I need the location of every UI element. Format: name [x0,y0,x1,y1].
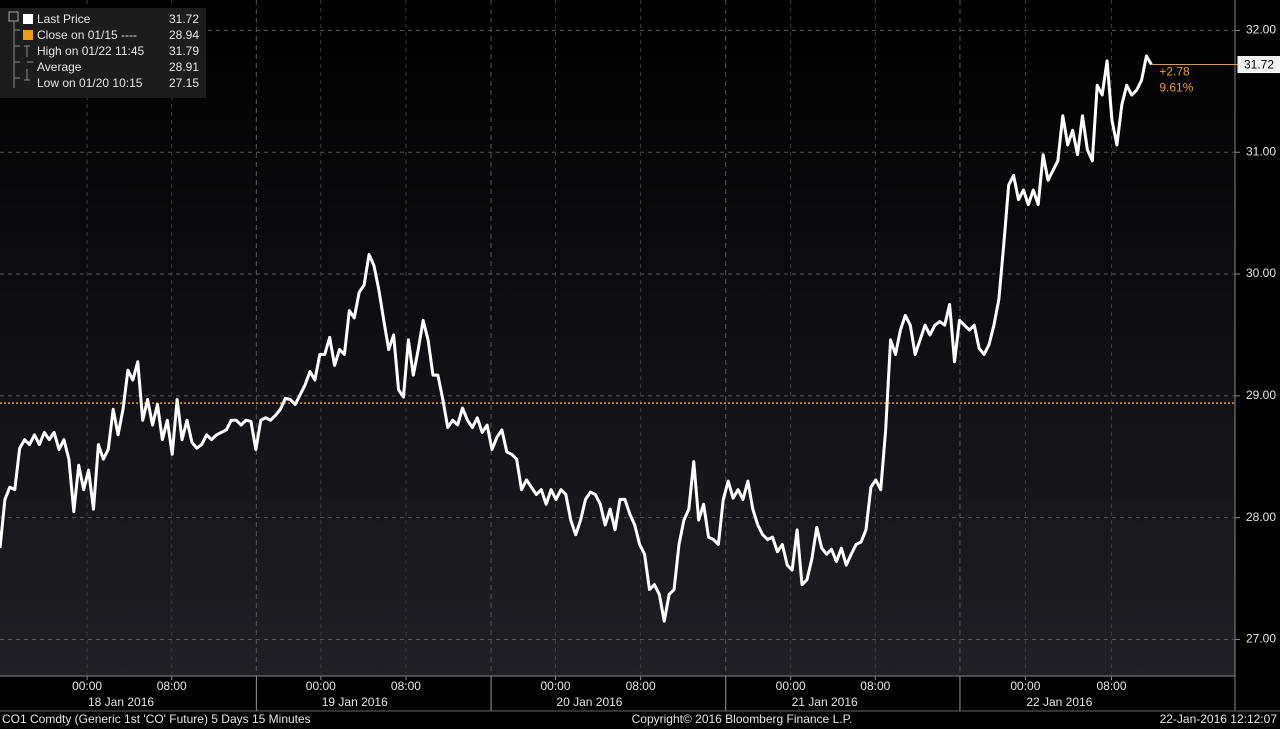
legend-value: 28.91 [169,60,199,74]
legend-label: Last Price [37,12,91,26]
change-label: +2.78 [1159,65,1190,79]
legend-swatch [23,14,33,24]
legend-value: 31.79 [169,44,199,58]
x-date-label: 18 Jan 2016 [88,695,154,709]
change-percent-label: 9.61% [1159,81,1193,95]
x-date-label: 20 Jan 2016 [556,695,622,709]
y-tick-label: 31.00 [1246,144,1276,158]
x-date-label: 19 Jan 2016 [322,695,388,709]
legend-swatch [23,30,33,40]
legend-label: Low on 01/20 10:15 [37,76,143,90]
legend-box [0,8,206,98]
legend-value: 31.72 [169,12,199,26]
y-tick-label: 29.00 [1246,388,1276,402]
x-tick-label: 08:00 [626,679,656,693]
legend-label: Close on 01/15 ---- [37,28,137,42]
y-tick-label: 27.00 [1246,632,1276,646]
x-tick-label: 08:00 [157,679,187,693]
footer-center: Copyright© 2016 Bloomberg Finance L.P. [632,712,853,726]
legend-label: Average [37,60,82,74]
footer-left: CO1 Comdty (Generic 1st 'CO' Future) 5 D… [2,712,311,726]
y-tick-label: 28.00 [1246,510,1276,524]
x-date-label: 21 Jan 2016 [792,695,858,709]
x-tick-label: 00:00 [72,679,102,693]
x-tick-label: 00:00 [776,679,806,693]
x-tick-label: 08:00 [860,679,890,693]
legend-value: 27.15 [169,76,199,90]
legend-collapse-icon [8,11,19,22]
legend: Last Price 31.72 Close on 01/15 ---- 28.… [0,8,206,98]
x-tick-label: 00:00 [1010,679,1040,693]
x-tick-label: 00:00 [306,679,336,693]
plot-background [0,0,1235,676]
price-line [0,54,1153,623]
x-axis-background [0,676,1280,711]
last-price-box [1237,56,1280,74]
legend-value: 28.94 [169,28,199,42]
x-tick-label: 00:00 [540,679,570,693]
x-date-label: 22 Jan 2016 [1026,695,1092,709]
legend-glyphs [13,22,33,88]
last-price-label: 31.72 [1244,58,1274,72]
legend-label: High on 01/22 11:45 [37,44,145,58]
x-tick-label: 08:00 [391,679,421,693]
y-tick-label: 30.00 [1246,266,1276,280]
footer-right: 22-Jan-2016 12:12:07 [1160,712,1278,726]
y-tick-label: 32.00 [1246,23,1276,37]
x-tick-label: 08:00 [1096,679,1126,693]
